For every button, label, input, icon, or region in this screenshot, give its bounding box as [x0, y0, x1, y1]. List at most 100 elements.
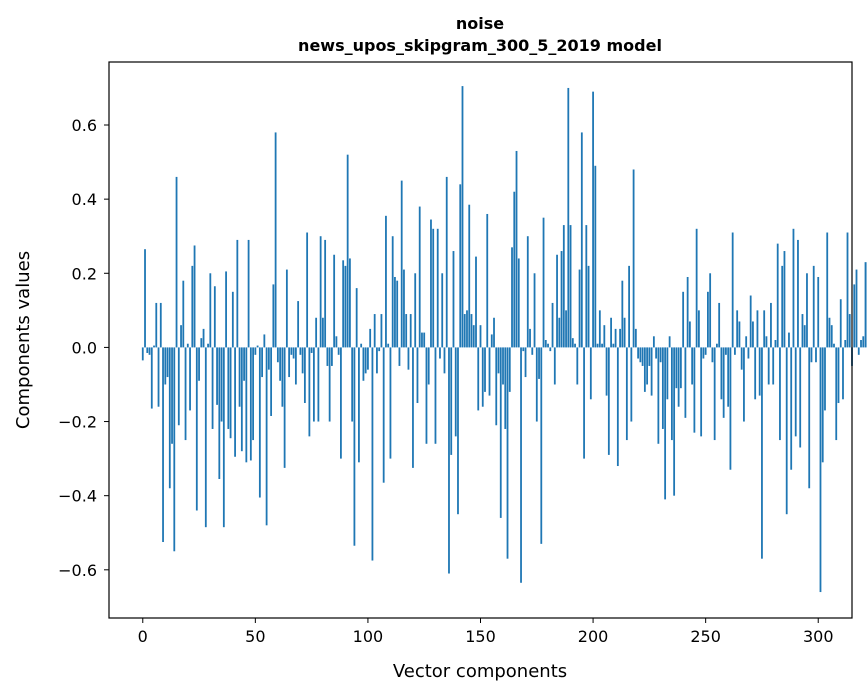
bar-94 [353, 347, 356, 546]
bar-68 [294, 347, 297, 385]
bar-320 [862, 336, 865, 348]
bar-150 [479, 325, 482, 348]
bar-35 [220, 347, 223, 422]
bar-136 [448, 347, 450, 574]
bar-81 [324, 239, 327, 348]
bar-238 [677, 347, 680, 407]
bar-209 [612, 343, 615, 348]
bar-306 [830, 325, 833, 348]
bar-124 [421, 332, 423, 348]
bar-266 [740, 347, 743, 370]
bar-122 [416, 347, 419, 404]
bar-100 [367, 347, 369, 370]
bar-77 [315, 317, 318, 348]
bar-143 [463, 314, 466, 348]
bar-292 [799, 347, 802, 448]
bar-314 [848, 314, 851, 348]
x-axis-ticks: 0 50 100 150 200 250 300 [138, 618, 834, 646]
bar-26 [200, 338, 203, 348]
bar-132 [439, 347, 441, 359]
bar-220 [637, 347, 640, 359]
bar-52 [258, 347, 261, 498]
bar-269 [747, 347, 750, 359]
bar-317 [855, 269, 858, 348]
bar-308 [835, 347, 838, 441]
bar-185 [558, 317, 561, 348]
bar-281 [774, 340, 777, 348]
bar-168 [520, 347, 522, 583]
bar-254 [713, 347, 716, 441]
bar-303 [824, 347, 826, 411]
bar-202 [596, 343, 599, 348]
bar-286 [785, 347, 788, 515]
bar-224 [646, 347, 649, 385]
bar-154 [488, 347, 491, 396]
bar-264 [736, 310, 739, 348]
bar-17 [180, 325, 182, 348]
bar-89 [342, 260, 345, 348]
bar-261 [729, 347, 732, 470]
bar-49 [252, 347, 254, 441]
bar-72 [303, 347, 306, 404]
bar-15 [175, 176, 178, 348]
bar-198 [587, 265, 590, 348]
bar-166 [515, 150, 518, 348]
bar-111 [391, 236, 394, 348]
bar-78 [317, 347, 320, 422]
bar-263 [734, 347, 736, 355]
bar-85 [333, 254, 336, 348]
bar-38 [227, 347, 230, 429]
bar-273 [756, 310, 759, 348]
y-tick-label-3: 0.0 [72, 338, 97, 357]
bar-27 [202, 328, 205, 348]
chart-title-line1: noise [456, 14, 504, 33]
y-tick-label-0: −0.6 [58, 561, 97, 580]
bar-294 [803, 325, 806, 348]
bar-241 [684, 347, 687, 418]
bar-265 [738, 321, 741, 348]
bar-115 [400, 180, 403, 348]
bar-245 [693, 347, 696, 433]
bar-114 [398, 347, 401, 366]
bar-138 [452, 251, 455, 348]
bar-123 [418, 206, 421, 348]
bar-282 [776, 243, 779, 348]
bar-9 [162, 347, 164, 543]
bar-90 [344, 265, 347, 348]
bar-262 [731, 232, 734, 348]
x-axis-label: Vector components [393, 661, 567, 682]
bar-233 [666, 347, 669, 400]
bar-109 [387, 343, 390, 348]
bar-216 [628, 265, 630, 348]
bar-86 [335, 336, 338, 348]
y-tick-label-4: 0.2 [72, 264, 97, 283]
bar-274 [758, 347, 761, 396]
bar-29 [207, 343, 209, 348]
bar-201 [594, 165, 597, 348]
bar-192 [574, 343, 576, 348]
x-tick-label-150: 150 [465, 627, 496, 646]
bar-290 [794, 347, 797, 437]
bar-227 [652, 336, 655, 348]
y-tick-label-6: 0.6 [72, 116, 97, 135]
y-tick-label-5: 0.4 [72, 190, 97, 209]
bar-92 [349, 258, 351, 348]
x-tick-label-300: 300 [803, 627, 834, 646]
bar-235 [670, 347, 673, 441]
bar-8 [159, 302, 162, 348]
bar-213 [621, 280, 624, 348]
bar-215 [625, 347, 628, 441]
bar-55 [265, 347, 268, 526]
bar-293 [801, 314, 804, 348]
bar-223 [643, 347, 646, 392]
bar-231 [661, 347, 664, 429]
bar-249 [702, 347, 705, 359]
bar-288 [790, 347, 793, 470]
bar-142 [461, 86, 464, 348]
bar-214 [623, 317, 626, 348]
bar-44 [240, 347, 243, 452]
bar-301 [819, 347, 822, 593]
bar-190 [569, 225, 572, 348]
